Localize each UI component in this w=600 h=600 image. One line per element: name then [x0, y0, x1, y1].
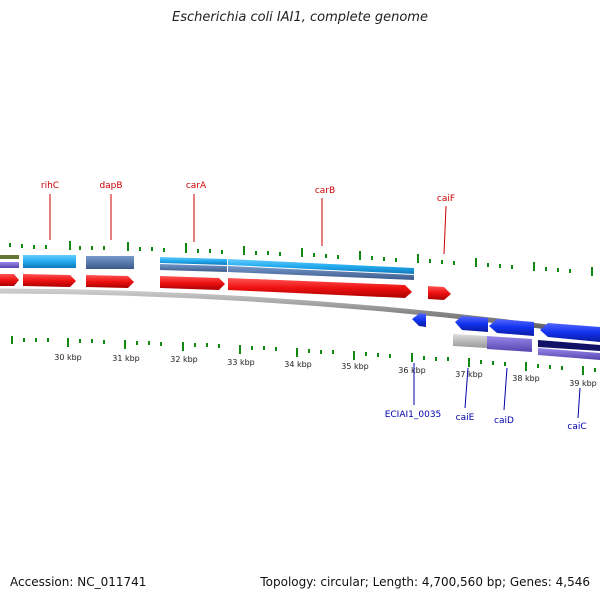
kbp-label: 39 kbp [569, 379, 597, 388]
lightblue-bar-1 [23, 255, 76, 268]
lower-annotation-bars [453, 334, 600, 360]
navy-bar [538, 340, 600, 351]
lower-tick-track [11, 336, 596, 375]
kbp-label: 33 kbp [227, 358, 255, 367]
genome-summary-text: Topology: circular; Length: 4,700,560 bp… [260, 575, 590, 589]
gene-arrow-carA [160, 276, 225, 290]
accession-text: Accession: NC_011741 [10, 575, 147, 589]
gene-arrow-caiE [455, 316, 488, 332]
gene-label-carB[interactable]: carB [315, 186, 335, 196]
gene-label-caiF[interactable]: caiF [437, 194, 455, 204]
gene-arrow-caiD [489, 319, 534, 336]
kbp-label: 34 kbp [284, 360, 312, 369]
upper-tick-track [9, 241, 593, 276]
kbp-label: 35 kbp [341, 362, 369, 371]
reverse-gene-track [412, 313, 600, 342]
lightblue-bar-2 [160, 257, 227, 265]
gene-arrow-caiC [540, 323, 600, 342]
gene-arrow-dapB [86, 275, 134, 288]
kbp-label: 31 kbp [112, 354, 140, 363]
kbp-label: 38 kbp [512, 374, 540, 383]
gene-arrow-ECIAI1_0035 [412, 313, 426, 327]
gene-label-caiD[interactable]: caiD [494, 416, 514, 426]
kbp-scale: 30 kbp 31 kbp 32 kbp 33 kbp 34 kbp 35 kb… [54, 353, 597, 388]
gene-label-ECIAI1_0035[interactable]: ECIAI1_0035 [385, 410, 442, 420]
purple-bar-left [0, 262, 19, 268]
page-title: Escherichia coli IAI1, complete genome [172, 10, 428, 25]
annotation-bars [0, 255, 414, 280]
steelblue-bar-1 [86, 256, 134, 269]
kbp-label: 32 kbp [170, 355, 198, 364]
purple-bar-2 [538, 348, 600, 360]
gene-arrow-rihC [23, 274, 76, 287]
steelblue-bar-2 [160, 264, 227, 272]
kbp-label: 30 kbp [54, 353, 82, 362]
kbp-label: 36 kbp [398, 366, 426, 375]
gene-arrow-left [0, 274, 19, 286]
forward-gene-labels: rihC dapB carA carB caiF [41, 181, 455, 255]
gene-label-caiE[interactable]: caiE [456, 413, 475, 423]
steelblue-bar-3 [228, 266, 414, 280]
gene-label-carA[interactable]: carA [186, 181, 207, 191]
grey-bar [453, 334, 487, 348]
purple-bar-1 [487, 336, 532, 352]
gene-arrow-carB [228, 278, 412, 298]
gene-label-dapB[interactable]: dapB [99, 181, 122, 191]
reverse-gene-labels: ECIAI1_0035 caiE caiD caiC [385, 363, 587, 432]
olive-bar [0, 255, 19, 259]
gene-label-caiC[interactable]: caiC [567, 422, 586, 432]
kbp-label: 37 kbp [455, 370, 483, 379]
gene-arrow-caiF [428, 286, 451, 300]
lightblue-bar-3 [228, 259, 414, 274]
forward-gene-track [0, 274, 451, 300]
gene-label-rihC[interactable]: rihC [41, 181, 59, 191]
